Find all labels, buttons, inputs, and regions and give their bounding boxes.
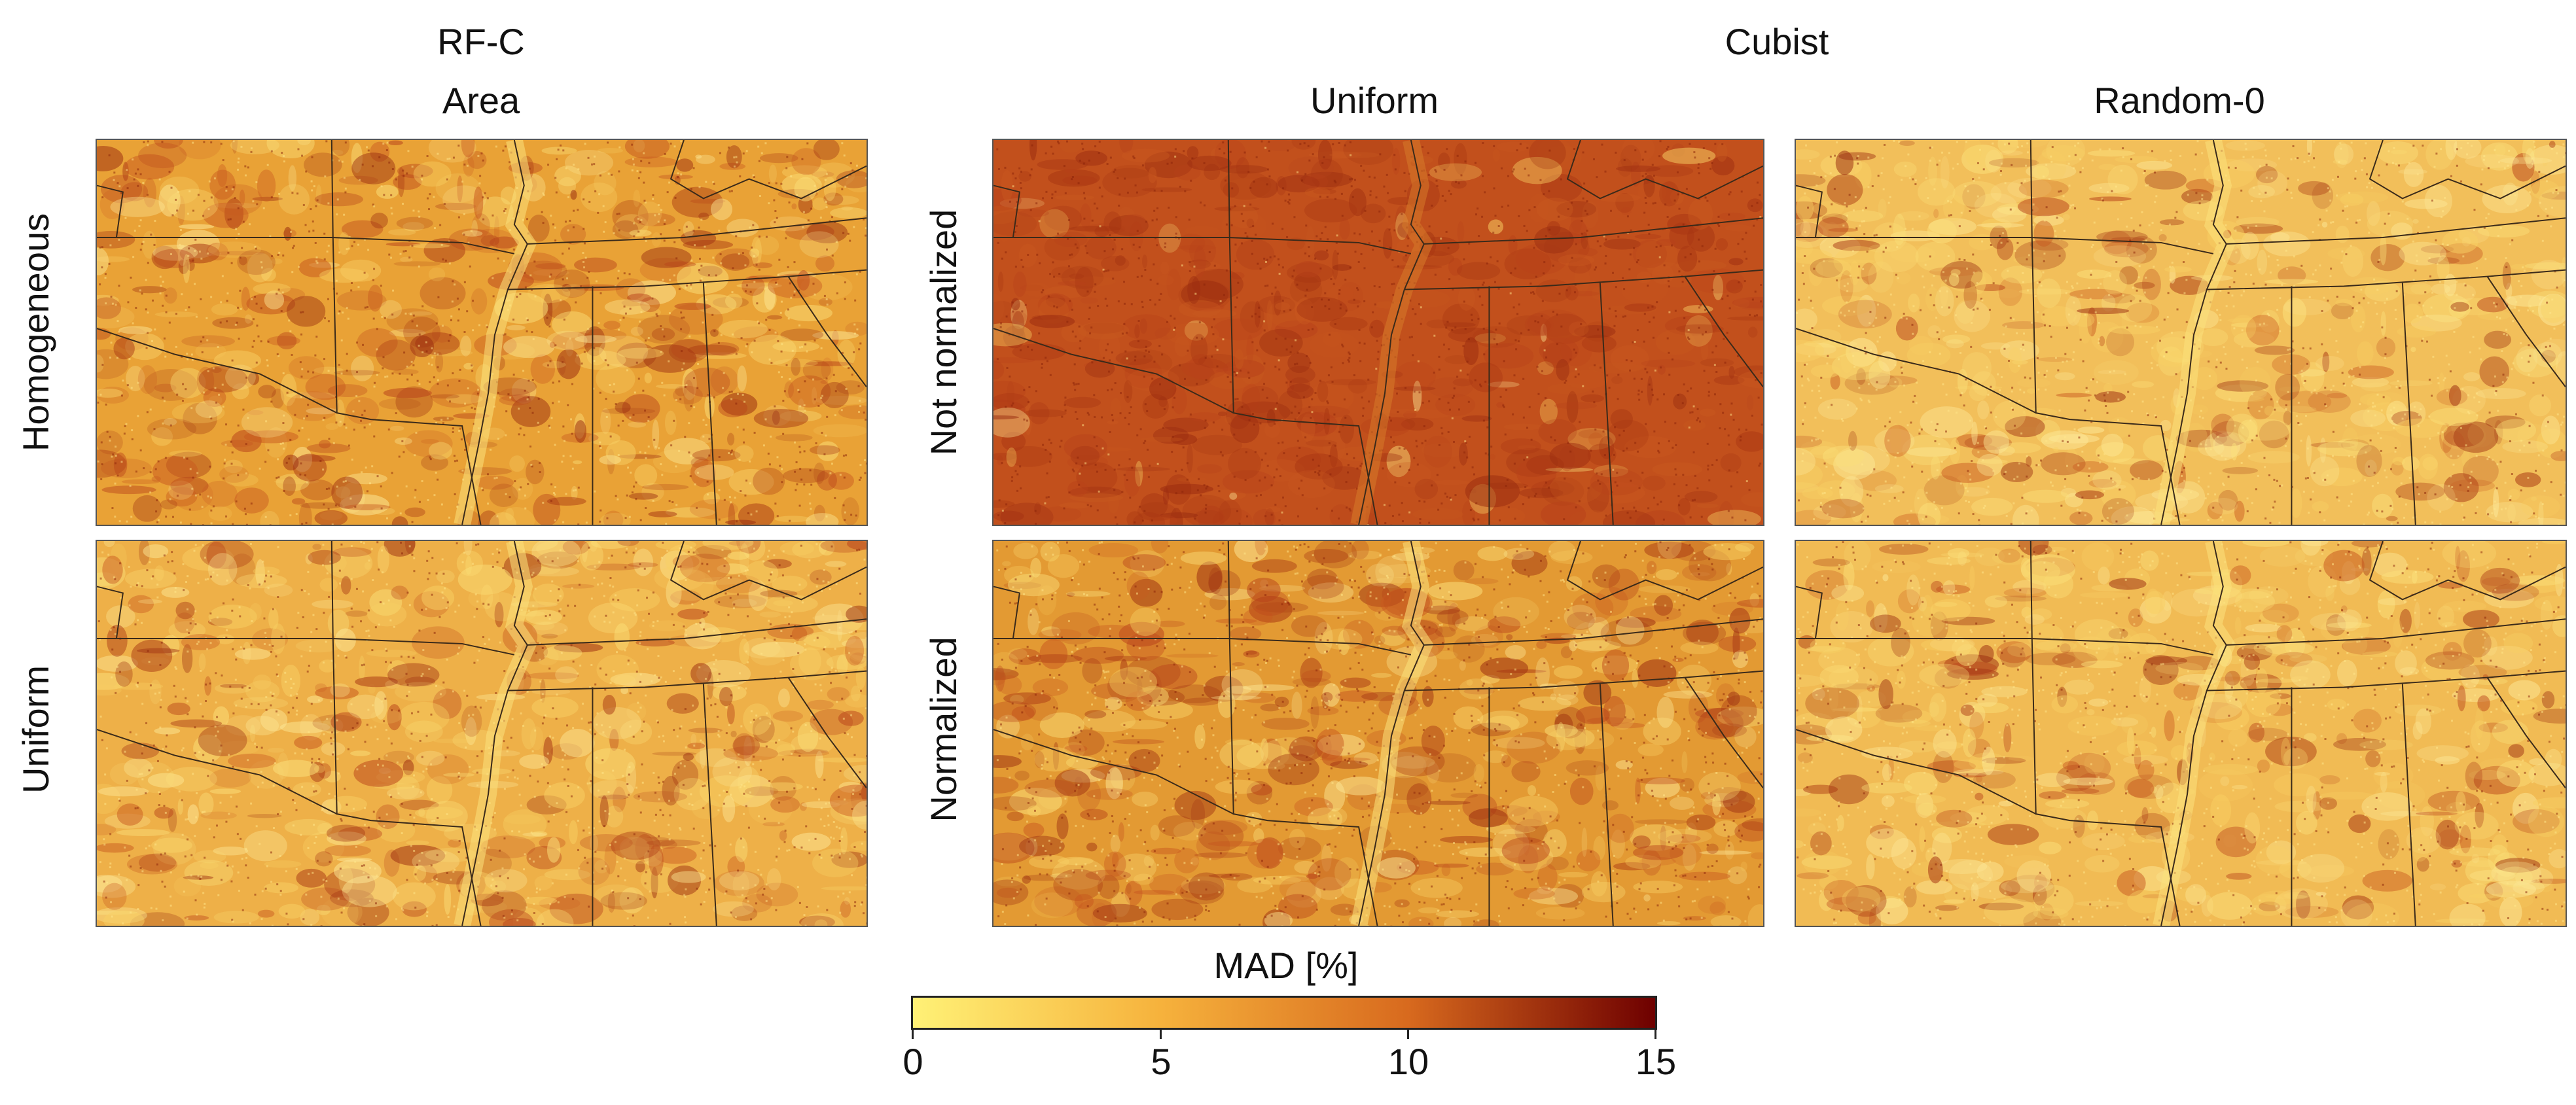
rfc-header: RF-C xyxy=(437,21,525,62)
colorbar-tick-label: 15 xyxy=(1635,1041,1677,1082)
map-panel xyxy=(1795,139,2567,526)
cubist-header: Cubist xyxy=(1725,21,1829,62)
map-panel xyxy=(96,139,868,526)
colorbar-tick-label: 0 xyxy=(903,1041,923,1082)
colorbar-title: MAD [%] xyxy=(1213,945,1359,986)
row-label-uniform: Uniform xyxy=(15,665,56,794)
colorbar-tick-label: 5 xyxy=(1151,1041,1172,1082)
colorbar-tick-label: 10 xyxy=(1387,1041,1429,1082)
colorbar xyxy=(911,996,1657,1030)
map-panel xyxy=(1795,540,2567,927)
col-header-random0: Random-0 xyxy=(2094,80,2265,121)
map-panel xyxy=(992,139,1764,526)
colorbar-tick xyxy=(912,1030,914,1039)
colorbar-tick xyxy=(1407,1030,1409,1039)
colorbar-tick xyxy=(1160,1030,1162,1039)
colorbar-tick xyxy=(1655,1030,1656,1039)
map-panel xyxy=(96,540,868,927)
col-header-area: Area xyxy=(442,80,520,121)
row-label-homogeneous: Homogeneous xyxy=(15,213,56,452)
map-panel xyxy=(992,540,1764,927)
row-label-normalized: Normalized xyxy=(923,637,964,822)
col-header-uniform: Uniform xyxy=(1310,80,1439,121)
row-label-not-normalized: Not normalized xyxy=(923,209,964,456)
